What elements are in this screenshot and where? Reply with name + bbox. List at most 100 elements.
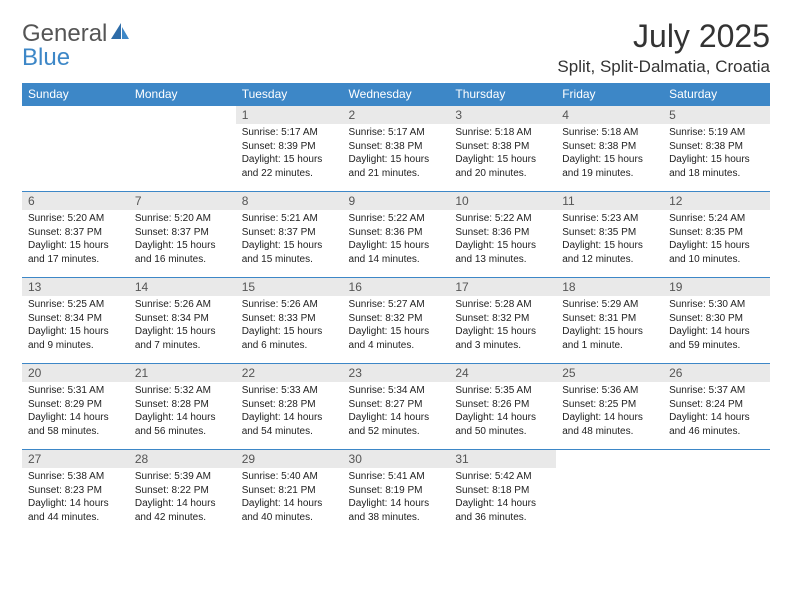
day-cell: 8Sunrise: 5:21 AMSunset: 8:37 PMDaylight…	[236, 192, 343, 278]
day-number: 24	[449, 364, 556, 382]
empty-cell	[129, 106, 236, 192]
day-content: Sunrise: 5:39 AMSunset: 8:22 PMDaylight:…	[129, 468, 236, 528]
day-cell: 27Sunrise: 5:38 AMSunset: 8:23 PMDayligh…	[22, 450, 129, 536]
day-number: 18	[556, 278, 663, 296]
day-content: Sunrise: 5:35 AMSunset: 8:26 PMDaylight:…	[449, 382, 556, 442]
day-content: Sunrise: 5:30 AMSunset: 8:30 PMDaylight:…	[663, 296, 770, 356]
day-cell: 30Sunrise: 5:41 AMSunset: 8:19 PMDayligh…	[343, 450, 450, 536]
day-content: Sunrise: 5:25 AMSunset: 8:34 PMDaylight:…	[22, 296, 129, 356]
day-content: Sunrise: 5:21 AMSunset: 8:37 PMDaylight:…	[236, 210, 343, 270]
day-header: Tuesday	[236, 83, 343, 106]
day-cell: 20Sunrise: 5:31 AMSunset: 8:29 PMDayligh…	[22, 364, 129, 450]
day-number: 25	[556, 364, 663, 382]
day-cell: 21Sunrise: 5:32 AMSunset: 8:28 PMDayligh…	[129, 364, 236, 450]
day-number: 15	[236, 278, 343, 296]
day-number: 3	[449, 106, 556, 124]
sail-icon	[109, 21, 131, 41]
empty-cell	[663, 450, 770, 536]
day-cell: 29Sunrise: 5:40 AMSunset: 8:21 PMDayligh…	[236, 450, 343, 536]
day-content: Sunrise: 5:18 AMSunset: 8:38 PMDaylight:…	[449, 124, 556, 184]
day-number: 20	[22, 364, 129, 382]
day-content: Sunrise: 5:29 AMSunset: 8:31 PMDaylight:…	[556, 296, 663, 356]
day-content: Sunrise: 5:34 AMSunset: 8:27 PMDaylight:…	[343, 382, 450, 442]
day-content: Sunrise: 5:42 AMSunset: 8:18 PMDaylight:…	[449, 468, 556, 528]
day-content: Sunrise: 5:32 AMSunset: 8:28 PMDaylight:…	[129, 382, 236, 442]
day-cell: 22Sunrise: 5:33 AMSunset: 8:28 PMDayligh…	[236, 364, 343, 450]
day-cell: 9Sunrise: 5:22 AMSunset: 8:36 PMDaylight…	[343, 192, 450, 278]
day-cell: 10Sunrise: 5:22 AMSunset: 8:36 PMDayligh…	[449, 192, 556, 278]
day-number: 27	[22, 450, 129, 468]
day-number: 22	[236, 364, 343, 382]
day-number: 7	[129, 192, 236, 210]
day-number: 21	[129, 364, 236, 382]
day-content: Sunrise: 5:28 AMSunset: 8:32 PMDaylight:…	[449, 296, 556, 356]
week-row: 1Sunrise: 5:17 AMSunset: 8:39 PMDaylight…	[22, 106, 770, 192]
day-content: Sunrise: 5:24 AMSunset: 8:35 PMDaylight:…	[663, 210, 770, 270]
header: General Blue July 2025 Split, Split-Dalm…	[22, 18, 770, 77]
brand-logo: General Blue	[22, 22, 131, 70]
day-cell: 5Sunrise: 5:19 AMSunset: 8:38 PMDaylight…	[663, 106, 770, 192]
day-content: Sunrise: 5:22 AMSunset: 8:36 PMDaylight:…	[449, 210, 556, 270]
day-header: Saturday	[663, 83, 770, 106]
day-cell: 23Sunrise: 5:34 AMSunset: 8:27 PMDayligh…	[343, 364, 450, 450]
day-number: 4	[556, 106, 663, 124]
day-cell: 1Sunrise: 5:17 AMSunset: 8:39 PMDaylight…	[236, 106, 343, 192]
day-cell: 12Sunrise: 5:24 AMSunset: 8:35 PMDayligh…	[663, 192, 770, 278]
day-header: Sunday	[22, 83, 129, 106]
week-row: 13Sunrise: 5:25 AMSunset: 8:34 PMDayligh…	[22, 278, 770, 364]
day-cell: 24Sunrise: 5:35 AMSunset: 8:26 PMDayligh…	[449, 364, 556, 450]
day-content: Sunrise: 5:22 AMSunset: 8:36 PMDaylight:…	[343, 210, 450, 270]
day-content: Sunrise: 5:37 AMSunset: 8:24 PMDaylight:…	[663, 382, 770, 442]
day-number: 5	[663, 106, 770, 124]
day-content: Sunrise: 5:18 AMSunset: 8:38 PMDaylight:…	[556, 124, 663, 184]
day-cell: 3Sunrise: 5:18 AMSunset: 8:38 PMDaylight…	[449, 106, 556, 192]
day-content: Sunrise: 5:26 AMSunset: 8:34 PMDaylight:…	[129, 296, 236, 356]
day-number: 6	[22, 192, 129, 210]
day-cell: 19Sunrise: 5:30 AMSunset: 8:30 PMDayligh…	[663, 278, 770, 364]
day-cell: 6Sunrise: 5:20 AMSunset: 8:37 PMDaylight…	[22, 192, 129, 278]
empty-cell	[556, 450, 663, 536]
calendar-body: 1Sunrise: 5:17 AMSunset: 8:39 PMDaylight…	[22, 106, 770, 536]
day-cell: 18Sunrise: 5:29 AMSunset: 8:31 PMDayligh…	[556, 278, 663, 364]
day-header: Thursday	[449, 83, 556, 106]
day-content: Sunrise: 5:20 AMSunset: 8:37 PMDaylight:…	[22, 210, 129, 270]
day-content: Sunrise: 5:36 AMSunset: 8:25 PMDaylight:…	[556, 382, 663, 442]
month-title: July 2025	[557, 18, 770, 55]
empty-cell	[22, 106, 129, 192]
calendar-page: General Blue July 2025 Split, Split-Dalm…	[0, 0, 792, 554]
day-cell: 13Sunrise: 5:25 AMSunset: 8:34 PMDayligh…	[22, 278, 129, 364]
day-number: 31	[449, 450, 556, 468]
day-number: 16	[343, 278, 450, 296]
day-number: 19	[663, 278, 770, 296]
day-cell: 11Sunrise: 5:23 AMSunset: 8:35 PMDayligh…	[556, 192, 663, 278]
week-row: 6Sunrise: 5:20 AMSunset: 8:37 PMDaylight…	[22, 192, 770, 278]
day-number: 8	[236, 192, 343, 210]
day-content: Sunrise: 5:19 AMSunset: 8:38 PMDaylight:…	[663, 124, 770, 184]
brand-part1: General	[22, 20, 107, 47]
day-content: Sunrise: 5:23 AMSunset: 8:35 PMDaylight:…	[556, 210, 663, 270]
day-content: Sunrise: 5:17 AMSunset: 8:39 PMDaylight:…	[236, 124, 343, 184]
day-number: 1	[236, 106, 343, 124]
day-number: 12	[663, 192, 770, 210]
day-number: 26	[663, 364, 770, 382]
day-number: 11	[556, 192, 663, 210]
day-cell: 14Sunrise: 5:26 AMSunset: 8:34 PMDayligh…	[129, 278, 236, 364]
day-content: Sunrise: 5:41 AMSunset: 8:19 PMDaylight:…	[343, 468, 450, 528]
day-cell: 26Sunrise: 5:37 AMSunset: 8:24 PMDayligh…	[663, 364, 770, 450]
day-content: Sunrise: 5:40 AMSunset: 8:21 PMDaylight:…	[236, 468, 343, 528]
day-number: 23	[343, 364, 450, 382]
day-number: 2	[343, 106, 450, 124]
day-number: 14	[129, 278, 236, 296]
day-number: 13	[22, 278, 129, 296]
day-number: 17	[449, 278, 556, 296]
day-cell: 2Sunrise: 5:17 AMSunset: 8:38 PMDaylight…	[343, 106, 450, 192]
day-number: 9	[343, 192, 450, 210]
day-content: Sunrise: 5:17 AMSunset: 8:38 PMDaylight:…	[343, 124, 450, 184]
day-cell: 28Sunrise: 5:39 AMSunset: 8:22 PMDayligh…	[129, 450, 236, 536]
day-header-row: SundayMondayTuesdayWednesdayThursdayFrid…	[22, 83, 770, 106]
day-cell: 15Sunrise: 5:26 AMSunset: 8:33 PMDayligh…	[236, 278, 343, 364]
day-number: 30	[343, 450, 450, 468]
day-cell: 25Sunrise: 5:36 AMSunset: 8:25 PMDayligh…	[556, 364, 663, 450]
day-cell: 7Sunrise: 5:20 AMSunset: 8:37 PMDaylight…	[129, 192, 236, 278]
calendar-table: SundayMondayTuesdayWednesdayThursdayFrid…	[22, 83, 770, 536]
